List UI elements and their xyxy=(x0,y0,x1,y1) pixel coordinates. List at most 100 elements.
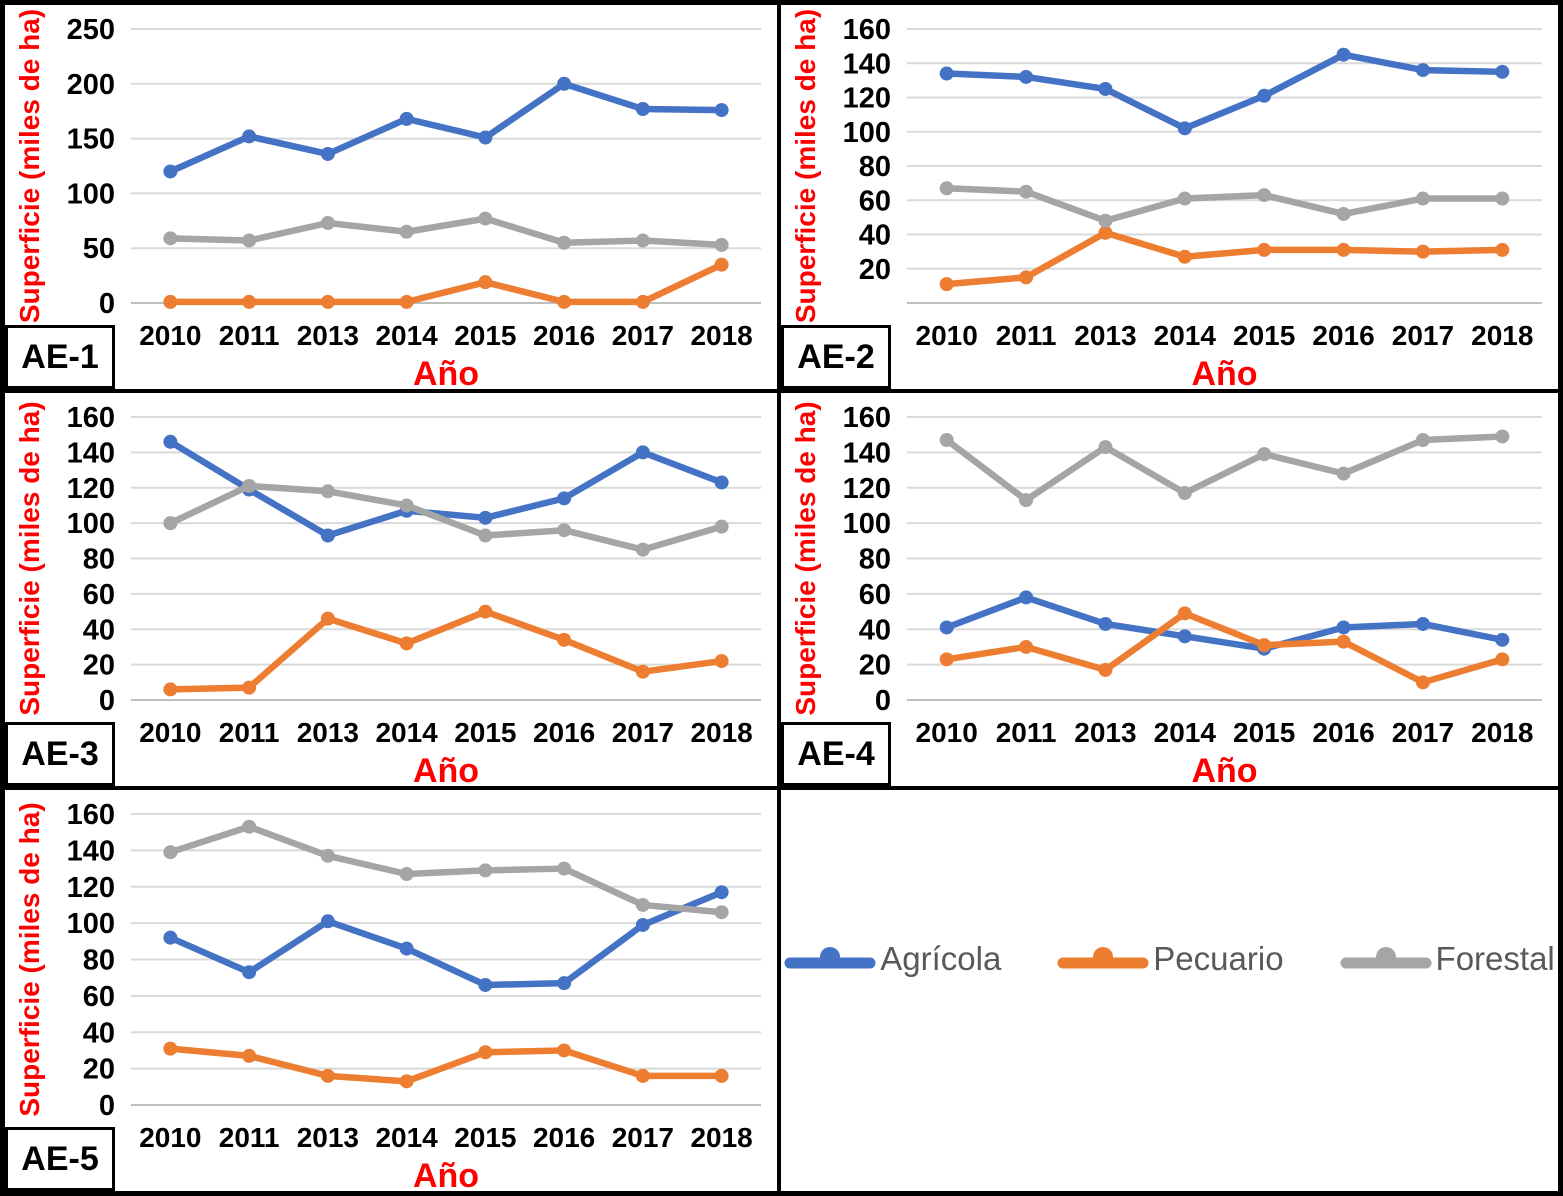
panel-label-ae-4: AE-4 xyxy=(781,722,891,786)
series-marker-forestal xyxy=(1098,440,1113,455)
series-marker-agricola xyxy=(1019,69,1034,84)
legend-item-pecuario: Pecuario xyxy=(1057,940,1284,978)
series-marker-forestal xyxy=(1177,191,1192,206)
series-marker-forestal xyxy=(557,861,572,876)
series-marker-agricola xyxy=(1336,620,1351,635)
y-tick-label: 100 xyxy=(843,508,891,540)
series-marker-agricola xyxy=(320,146,335,161)
y-tick-label: 20 xyxy=(859,650,891,682)
y-tick-label: 250 xyxy=(67,14,115,46)
series-marker-forestal xyxy=(1495,429,1510,444)
series-marker-pecuario xyxy=(242,680,257,695)
series-marker-pecuario xyxy=(635,1068,650,1083)
series-line-forestal xyxy=(943,185,1506,225)
x-tick-label: 2016 xyxy=(533,1122,595,1153)
series-marker-forestal xyxy=(635,233,650,248)
series-marker-forestal xyxy=(1019,493,1034,508)
legend-panel: Agrícola Pecuario Forestal xyxy=(781,790,1558,1191)
series-marker-forestal xyxy=(714,905,729,920)
y-tick-label: 20 xyxy=(83,1054,115,1086)
x-tick-label: 2018 xyxy=(690,717,752,748)
series-marker-pecuario xyxy=(1177,249,1192,264)
series-marker-forestal xyxy=(399,498,414,513)
chart-svg: 0 50 100 150 200 250 2010 2011 2013 2014 2015 2016 2… xyxy=(14,9,761,389)
series-marker-pecuario xyxy=(714,654,729,669)
series-marker-forestal xyxy=(1415,432,1430,447)
series-line-agricola xyxy=(167,438,725,539)
series-marker-agricola xyxy=(1495,64,1510,79)
y-tick-label: 120 xyxy=(843,473,891,505)
legend-dot xyxy=(1375,947,1396,967)
panel-ae-3: 0 20 40 60 80 100 120 140 160 2010 2011 2013 2014 201… xyxy=(5,393,781,790)
legend-item-agricola: Agrícola xyxy=(784,940,1001,978)
x-tick-label: 2010 xyxy=(139,320,201,351)
x-tick-label: 2016 xyxy=(1312,320,1374,351)
series-marker-pecuario xyxy=(1415,244,1430,259)
series-marker-pecuario xyxy=(714,1068,729,1083)
series-marker-agricola xyxy=(635,917,650,932)
y-tick-label: 40 xyxy=(859,220,891,252)
y-axis-title: Superficie (miles de ha) xyxy=(14,401,45,715)
panel-ae-4: 0 20 40 60 80 100 120 140 160 2010 2011 2013 2014 201… xyxy=(781,393,1558,790)
series-marker-agricola xyxy=(320,528,335,543)
series-marker-pecuario xyxy=(242,294,257,309)
y-tick-label: 140 xyxy=(67,437,115,469)
series-marker-forestal xyxy=(163,845,178,860)
series-marker-forestal xyxy=(1257,447,1272,462)
series-marker-forestal xyxy=(399,224,414,239)
series-marker-agricola xyxy=(163,164,178,179)
y-axis-title: Superficie (miles de ha) xyxy=(14,802,45,1116)
series-marker-pecuario xyxy=(1257,638,1272,653)
series-marker-agricola xyxy=(478,977,493,992)
x-tick-label: 2016 xyxy=(1312,717,1374,748)
y-tick-label: 140 xyxy=(843,437,891,469)
y-tick-label: 0 xyxy=(99,1090,115,1122)
series-marker-pecuario xyxy=(1019,270,1034,285)
series-marker-forestal xyxy=(399,867,414,882)
series-marker-agricola xyxy=(1257,88,1272,103)
series-marker-agricola xyxy=(399,111,414,126)
series-line-forestal xyxy=(167,823,725,916)
panel-label-ae-5: AE-5 xyxy=(5,1127,115,1191)
y-tick-label: 160 xyxy=(843,14,891,46)
y-tick-label: 0 xyxy=(99,685,115,717)
series-marker-pecuario xyxy=(557,1043,572,1058)
series-marker-agricola xyxy=(399,941,414,956)
x-tick-label: 2015 xyxy=(454,320,516,351)
series-marker-forestal xyxy=(478,863,493,878)
x-axis-title: Año xyxy=(413,752,479,786)
y-tick-label: 100 xyxy=(843,117,891,149)
series-marker-pecuario xyxy=(557,632,572,647)
series-marker-agricola xyxy=(1177,629,1192,644)
legend-label: Forestal xyxy=(1435,940,1555,977)
series-marker-forestal xyxy=(478,211,493,226)
panel-ae-5: 0 20 40 60 80 100 120 140 160 2010 2011 2013 2014 201… xyxy=(5,790,781,1191)
x-axis-title: Año xyxy=(1191,355,1257,389)
series-marker-agricola xyxy=(163,434,178,449)
chart-ae-2: 20 40 60 80 100 120 140 160 2010 2011 2013 2014 2015… xyxy=(781,5,1558,389)
x-tick-label: 2014 xyxy=(375,320,438,351)
chart-ae-3: 0 20 40 60 80 100 120 140 160 2010 2011 2013 2014 201… xyxy=(5,393,777,786)
series-line-agricola xyxy=(167,888,725,989)
series-marker-agricola xyxy=(635,445,650,460)
series-marker-pecuario xyxy=(714,257,729,272)
series-line-forestal xyxy=(167,215,725,249)
chart-ae-4: 0 20 40 60 80 100 120 140 160 2010 2011 2013 2014 201… xyxy=(781,393,1558,786)
y-tick-label: 120 xyxy=(843,83,891,115)
series-marker-agricola xyxy=(635,102,650,117)
series-marker-agricola xyxy=(1098,81,1113,96)
series-line-pecuario xyxy=(167,608,725,693)
legend-label: Agrícola xyxy=(880,940,1002,977)
series-marker-pecuario xyxy=(478,604,493,619)
series-marker-pecuario xyxy=(1336,242,1351,257)
series-marker-pecuario xyxy=(1495,652,1510,667)
series-marker-agricola xyxy=(1177,121,1192,136)
series-marker-forestal xyxy=(320,484,335,499)
x-tick-label: 2013 xyxy=(297,717,359,748)
legend-marker-pecuario-icon xyxy=(1057,947,1149,969)
x-tick-label: 2011 xyxy=(219,717,280,748)
x-tick-label: 2017 xyxy=(612,1122,674,1153)
legend-label: Pecuario xyxy=(1153,940,1284,977)
